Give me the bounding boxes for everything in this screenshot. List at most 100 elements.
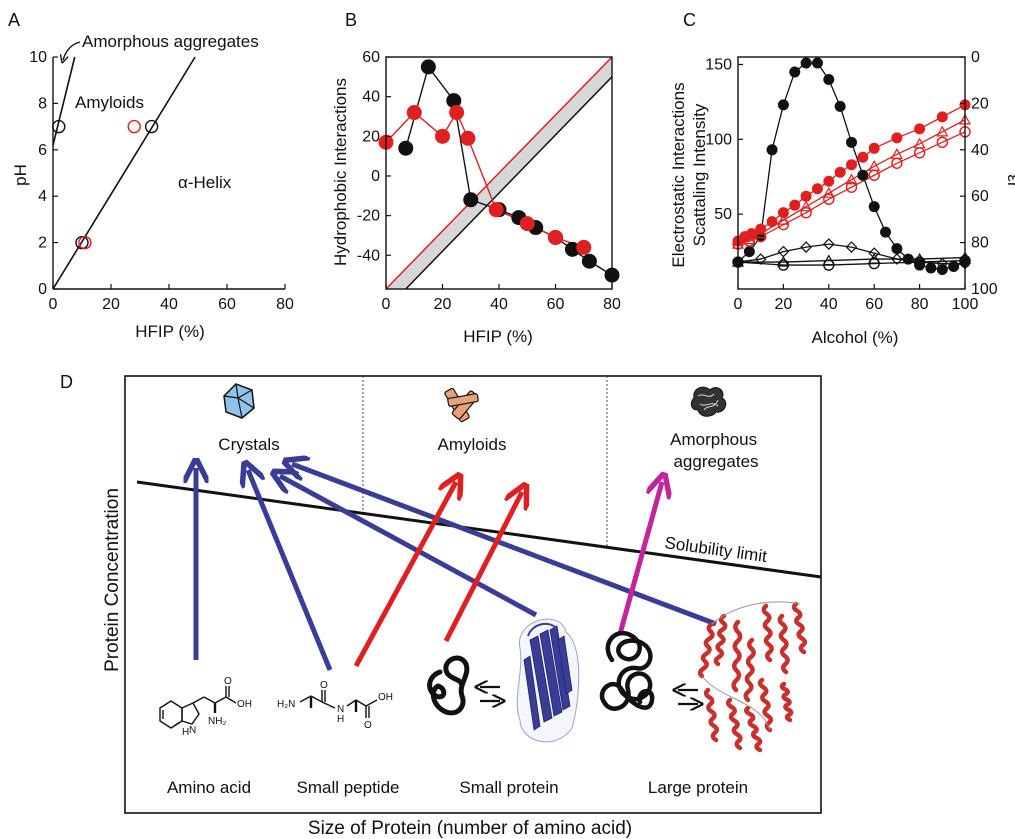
annotation-helix: α-Helix (178, 173, 232, 192)
svg-text:N: N (189, 725, 196, 736)
data-point (766, 144, 778, 156)
axes: 0 20 40 60 80 0 2 4 6 8 10 (29, 49, 294, 313)
helix-segment (777, 613, 790, 675)
y-axis-label: pH (11, 164, 30, 186)
y-tick-label: -20 (357, 208, 380, 225)
svg-text:NH₂: NH₂ (208, 716, 226, 727)
panel-a: A 0 20 40 60 80 0 2 4 6 8 10 pH HFIP (%) Amorphous… (8, 10, 294, 341)
boundary-line (52, 56, 76, 146)
x-axis-label: Alcohol (%) (812, 328, 899, 347)
panel-d: D Protein Concentration Size of Protein … (60, 372, 822, 839)
species-label-large-protein: Large protein (648, 778, 748, 797)
x-axis-label: Size of Protein (number of amino acid) (308, 818, 632, 839)
svg-text:O: O (364, 720, 372, 731)
y-tick-label: 8 (38, 95, 47, 112)
phase-label-line: Amorphous (670, 430, 757, 449)
helix-segment (779, 681, 794, 723)
data-point (435, 128, 450, 144)
y2-tick-label: 60 (971, 188, 989, 205)
data-point (834, 100, 846, 112)
species-label-small-peptide: Small peptide (296, 778, 399, 797)
helix-segment (725, 697, 743, 751)
data-point (845, 173, 858, 185)
data-point (576, 239, 592, 255)
data-point (857, 169, 869, 181)
series-line (737, 259, 966, 266)
data-point (800, 57, 812, 69)
data-point (754, 227, 767, 239)
y-axis-label: Scattaling Intensity (690, 103, 709, 246)
svg-text:N: N (337, 704, 344, 715)
arrow-peptide-to-amyloid (353, 482, 456, 668)
equilibrium-arrows (480, 687, 500, 701)
phase-label-line: aggregates (673, 452, 758, 471)
data-point (460, 130, 476, 146)
svg-text:H: H (182, 727, 189, 738)
arrow-largeprotein-to-amorphous (617, 482, 662, 635)
x-tick-label: 60 (218, 296, 236, 313)
data-point (868, 142, 880, 154)
x-axis-label: HFIP (%) (463, 327, 533, 346)
data-point (823, 259, 835, 271)
helix-segment (743, 637, 756, 703)
data-point (891, 132, 903, 144)
y-tick-label: 6 (38, 142, 47, 159)
data-point (868, 169, 880, 181)
svg-text:OH: OH (237, 699, 252, 710)
x-tick-label: 60 (865, 296, 883, 313)
y-tick-label: 150 (705, 56, 732, 73)
data-point (488, 202, 504, 218)
svg-text:H: H (337, 714, 344, 725)
reference-line (385, 56, 613, 290)
y-axis-label-outer: Electrostatic Interactions (669, 82, 688, 267)
axes-frame (737, 56, 966, 290)
data-point (789, 66, 801, 78)
data-point (936, 264, 948, 276)
data-point (463, 192, 479, 208)
data-point (936, 125, 949, 137)
phase-label-amorphous: Amorphous aggregates (670, 430, 762, 471)
arrow-smallprotein-to-crystal (280, 476, 538, 618)
y2-tick-label: 40 (971, 142, 989, 159)
data-point (420, 59, 436, 75)
helix-segment (703, 687, 720, 743)
data-point (398, 140, 414, 156)
amino-acid-labels: O OH NH₂ H N (182, 676, 252, 738)
data-point (868, 201, 880, 213)
axes: 0 20 40 60 80 100 50 100 150 0 20 40 60 80 100 (705, 49, 998, 313)
amino-acid-structure (159, 686, 237, 729)
species-label-small-protein: Small protein (459, 778, 558, 797)
small-peptide-structure (299, 690, 378, 718)
data-point (891, 253, 903, 265)
data-point (823, 193, 835, 205)
x-tick-label: 80 (911, 296, 929, 313)
helix-segment (744, 705, 763, 753)
data-point (777, 207, 789, 219)
data-point (777, 255, 790, 267)
data-point (519, 216, 535, 232)
panel-c: C 0 20 40 60 80 100 50 100 150 0 20 40 60 80 100 Elect… (669, 10, 1015, 347)
data-point (755, 230, 767, 243)
svg-text:H₂N: H₂N (277, 699, 295, 710)
y-tick-label: 2 (38, 235, 47, 252)
axes: 0 20 40 60 80 -40 -20 0 20 40 60 (357, 49, 621, 313)
plot-area (52, 56, 196, 290)
data-point (913, 252, 926, 264)
y-tick-label: 40 (362, 89, 380, 106)
x-tick-label: 100 (952, 296, 979, 313)
large-protein-unfolded (599, 631, 655, 711)
y-tick-label: 4 (38, 188, 47, 205)
data-point (406, 105, 422, 121)
y-tick-label: 50 (714, 206, 732, 223)
panel-letter: D (60, 372, 73, 392)
amyloid-icon (444, 387, 479, 423)
boundary-line (52, 56, 196, 290)
data-point (902, 253, 914, 265)
data-point (811, 57, 823, 69)
svg-text:O: O (224, 676, 232, 687)
x-axis-label: HFIP (%) (135, 322, 205, 341)
data-point (144, 119, 159, 134)
data-point (127, 119, 141, 134)
data-point (880, 226, 892, 238)
